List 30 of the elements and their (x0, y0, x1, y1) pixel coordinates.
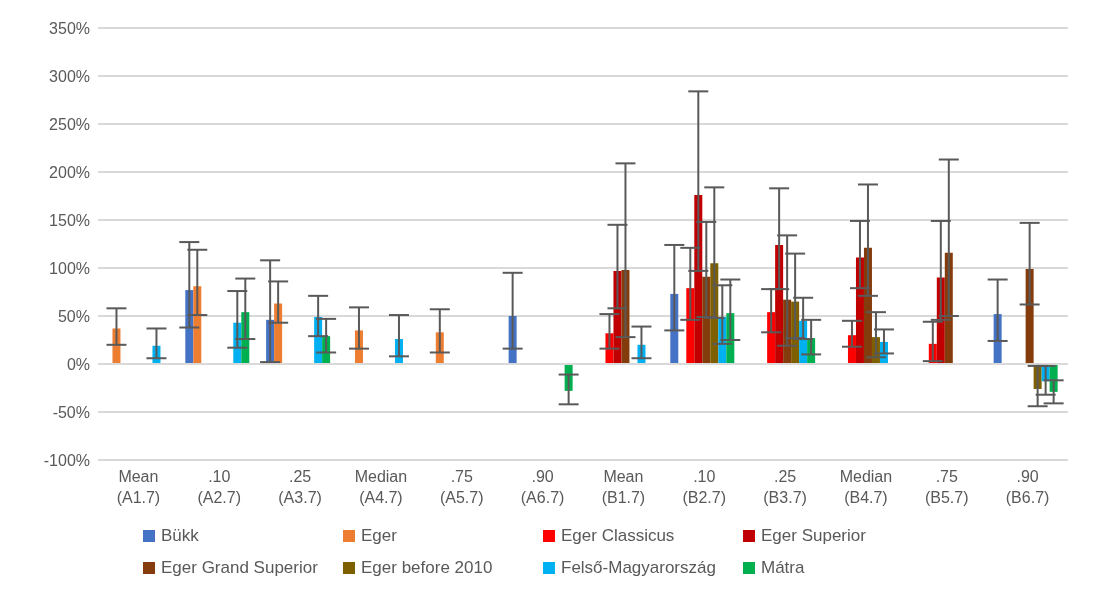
x-tick-label: .10 (B2.7) (682, 468, 727, 506)
y-tick-label: 0% (66, 355, 90, 373)
x-tick-label: Mean (A1.7) (116, 468, 161, 506)
y-tick-label: 250% (49, 115, 90, 133)
y-tick-label: 300% (49, 67, 90, 85)
legend-label: Eger Superior (761, 526, 866, 546)
legend-label: Felső-Magyarország (561, 558, 716, 578)
legend-label: Eger Grand Superior (161, 558, 318, 578)
x-tick-label: .90 (A6.7) (520, 468, 565, 506)
x-tick-label: .90 (B6.7) (1005, 468, 1050, 506)
legend-label: Eger before 2010 (361, 558, 493, 578)
x-tick-label: .25 (A3.7) (278, 468, 322, 506)
legend-label: Mátra (761, 558, 805, 578)
legend-label: Bükk (161, 526, 199, 546)
y-tick-label: 350% (49, 19, 90, 37)
y-tick-label: 150% (49, 211, 90, 229)
y-tick-label: 200% (49, 163, 90, 181)
x-tick-label: .25 (B3.7) (763, 468, 807, 506)
y-tick-label: 100% (49, 259, 90, 277)
legend-label: Eger Classicus (561, 526, 675, 546)
x-tick-label: .10 (A2.7) (197, 468, 242, 506)
x-tick-label: Mean (B1.7) (601, 468, 646, 506)
y-tick-label: -50% (52, 403, 90, 421)
x-tick-label: .75 (A5.7) (439, 468, 484, 506)
x-tick-label: .75 (B5.7) (924, 468, 969, 506)
x-tick-label: Median (B4.7) (839, 468, 893, 506)
x-tick-label: Median (A4.7) (354, 468, 408, 506)
legend-label: Eger (361, 526, 397, 546)
y-tick-label: -100% (43, 451, 90, 469)
y-tick-label: 50% (57, 307, 90, 325)
